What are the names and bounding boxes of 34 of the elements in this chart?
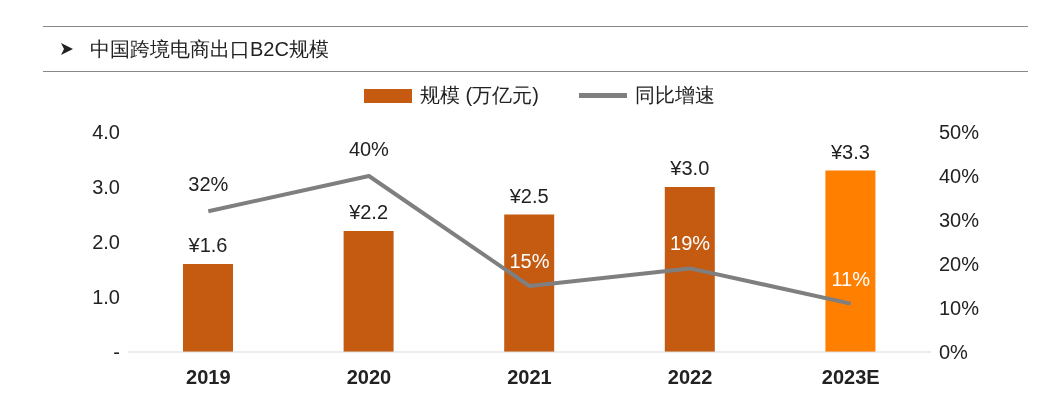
data-label: 40% [348,138,390,160]
bar [504,214,555,352]
y2-tick-label: 30% [939,209,980,232]
x-tick-label: 2022 [667,366,713,389]
data-label: ¥1.6 [187,234,228,256]
data-label: 15% [509,250,550,272]
data-label: ¥3.3 [829,140,870,163]
y-tick-label: 4.0 [92,121,120,144]
x-tick-label: 2023E [821,366,880,389]
y-tick-label: 1.0 [92,286,120,309]
data-label: ¥2.2 [348,201,389,223]
bar [183,264,233,352]
y2-tick-label: 10% [939,297,980,320]
y2-tick-label: 20% [939,253,980,276]
x-tick-label: 2020 [346,366,392,389]
y-tick-label: 2.0 [92,231,120,254]
chart-title: 中国跨境电商出口B2C规模 [90,36,329,62]
data-label: 19% [670,232,711,255]
y-tick-label: 3.0 [92,176,120,199]
y-tick-label: - [113,341,120,364]
bar [664,187,715,352]
y2-tick-label: 40% [939,165,980,188]
data-label: ¥2.5 [508,184,549,207]
y2-tick-label: 50% [939,121,980,144]
x-tick-label: 2021 [507,366,552,389]
data-label: 32% [188,173,229,196]
x-tick-label: 2019 [186,366,231,389]
y2-tick-label: 0% [939,341,969,364]
bar [343,231,394,352]
data-label: ¥3.0 [669,157,710,179]
legend-label: 规模 (万亿元) [420,83,539,108]
bar [825,170,876,352]
legend-label: 同比增速 [634,83,715,108]
data-label: 11% [831,267,871,290]
